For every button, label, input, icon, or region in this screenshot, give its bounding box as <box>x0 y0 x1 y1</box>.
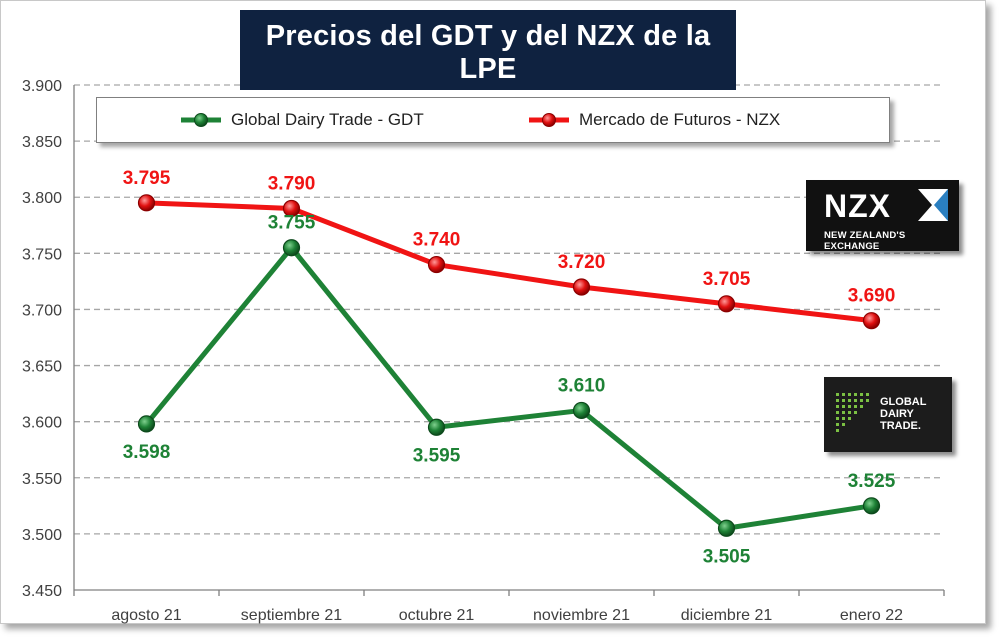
gdt-logo-text: GLOBAL DAIRY TRADE. <box>880 396 927 432</box>
data-label-gdt: 3.755 <box>268 213 316 234</box>
data-point-nzx <box>862 312 881 330</box>
nzx-logo: NZX NEW ZEALAND'S EXCHANGE <box>806 180 959 252</box>
y-tick-label: 3.800 <box>22 190 62 207</box>
legend-item-gdt: Global Dairy Trade - GDT <box>179 98 424 142</box>
data-label-nzx: 3.740 <box>413 230 461 251</box>
data-point-nzx <box>427 255 446 274</box>
data-point-gdt <box>137 415 156 433</box>
y-tick-label: 3.750 <box>22 246 62 263</box>
data-label-nzx: 3.690 <box>848 286 896 307</box>
x-tick-label: diciembre 21 <box>681 607 773 624</box>
y-tick-label: 3.450 <box>22 583 62 600</box>
data-label-gdt: 3.598 <box>123 442 171 463</box>
x-tick-label: noviembre 21 <box>533 607 630 624</box>
legend-label-gdt: Global Dairy Trade - GDT <box>231 110 424 129</box>
legend-marker-gdt <box>181 113 221 127</box>
legend-marker-nzx <box>529 113 569 127</box>
data-label-gdt: 3.610 <box>558 375 606 396</box>
y-tick-label: 3.850 <box>22 134 62 151</box>
data-point-gdt <box>862 497 881 515</box>
nzx-logo-text: NZX <box>824 188 891 224</box>
data-point-gdt <box>572 401 591 420</box>
legend-label-nzx: Mercado de Futuros - NZX <box>579 110 781 129</box>
series-line-nzx <box>146 200 872 324</box>
gdt-logo: GLOBAL DAIRY TRADE. <box>824 377 952 452</box>
data-label-gdt: 3.595 <box>413 445 461 466</box>
data-point-gdt <box>717 519 736 537</box>
data-label-nzx: 3.790 <box>268 173 316 194</box>
data-point-gdt <box>282 239 301 257</box>
x-tick-label: agosto 21 <box>111 607 181 624</box>
data-label-nzx: 3.795 <box>123 168 171 189</box>
y-tick-label: 3.550 <box>22 471 62 488</box>
y-tick-label: 3.700 <box>22 302 62 319</box>
series-line-gdt <box>144 245 872 531</box>
data-label-gdt: 3.505 <box>703 546 751 567</box>
data-point-nzx <box>282 199 301 218</box>
data-point-gdt <box>427 418 446 436</box>
data-label-gdt: 3.525 <box>848 471 896 492</box>
chart-title-box: Precios del GDT y del NZX de la LPE - ac… <box>240 10 736 112</box>
nzx-logo-mark-icon <box>918 189 948 221</box>
y-tick-label: 3.650 <box>22 359 62 376</box>
data-label-nzx: 3.720 <box>558 252 606 273</box>
y-tick-label: 3.900 <box>22 78 62 95</box>
gdt-logo-dots-icon <box>836 393 869 432</box>
nzx-logo-tagline: NEW ZEALAND'S EXCHANGE <box>824 230 906 252</box>
y-tick-label: 3.600 <box>22 415 62 432</box>
data-point-nzx <box>137 194 156 212</box>
x-tick-label: septiembre 21 <box>241 607 342 624</box>
y-tick-label: 3.500 <box>22 527 62 544</box>
data-point-nzx <box>717 295 736 313</box>
chart-title: Precios del GDT y del NZX de la LPE <box>265 20 711 85</box>
x-tick-label: enero 22 <box>840 607 903 624</box>
data-point-nzx <box>572 278 591 296</box>
x-tick-label: octubre 21 <box>399 607 475 624</box>
chart-legend: Global Dairy Trade - GDT Mercado de Futu… <box>96 97 890 143</box>
data-label-nzx: 3.705 <box>703 269 751 290</box>
legend-item-nzx: Mercado de Futuros - NZX <box>527 98 780 142</box>
